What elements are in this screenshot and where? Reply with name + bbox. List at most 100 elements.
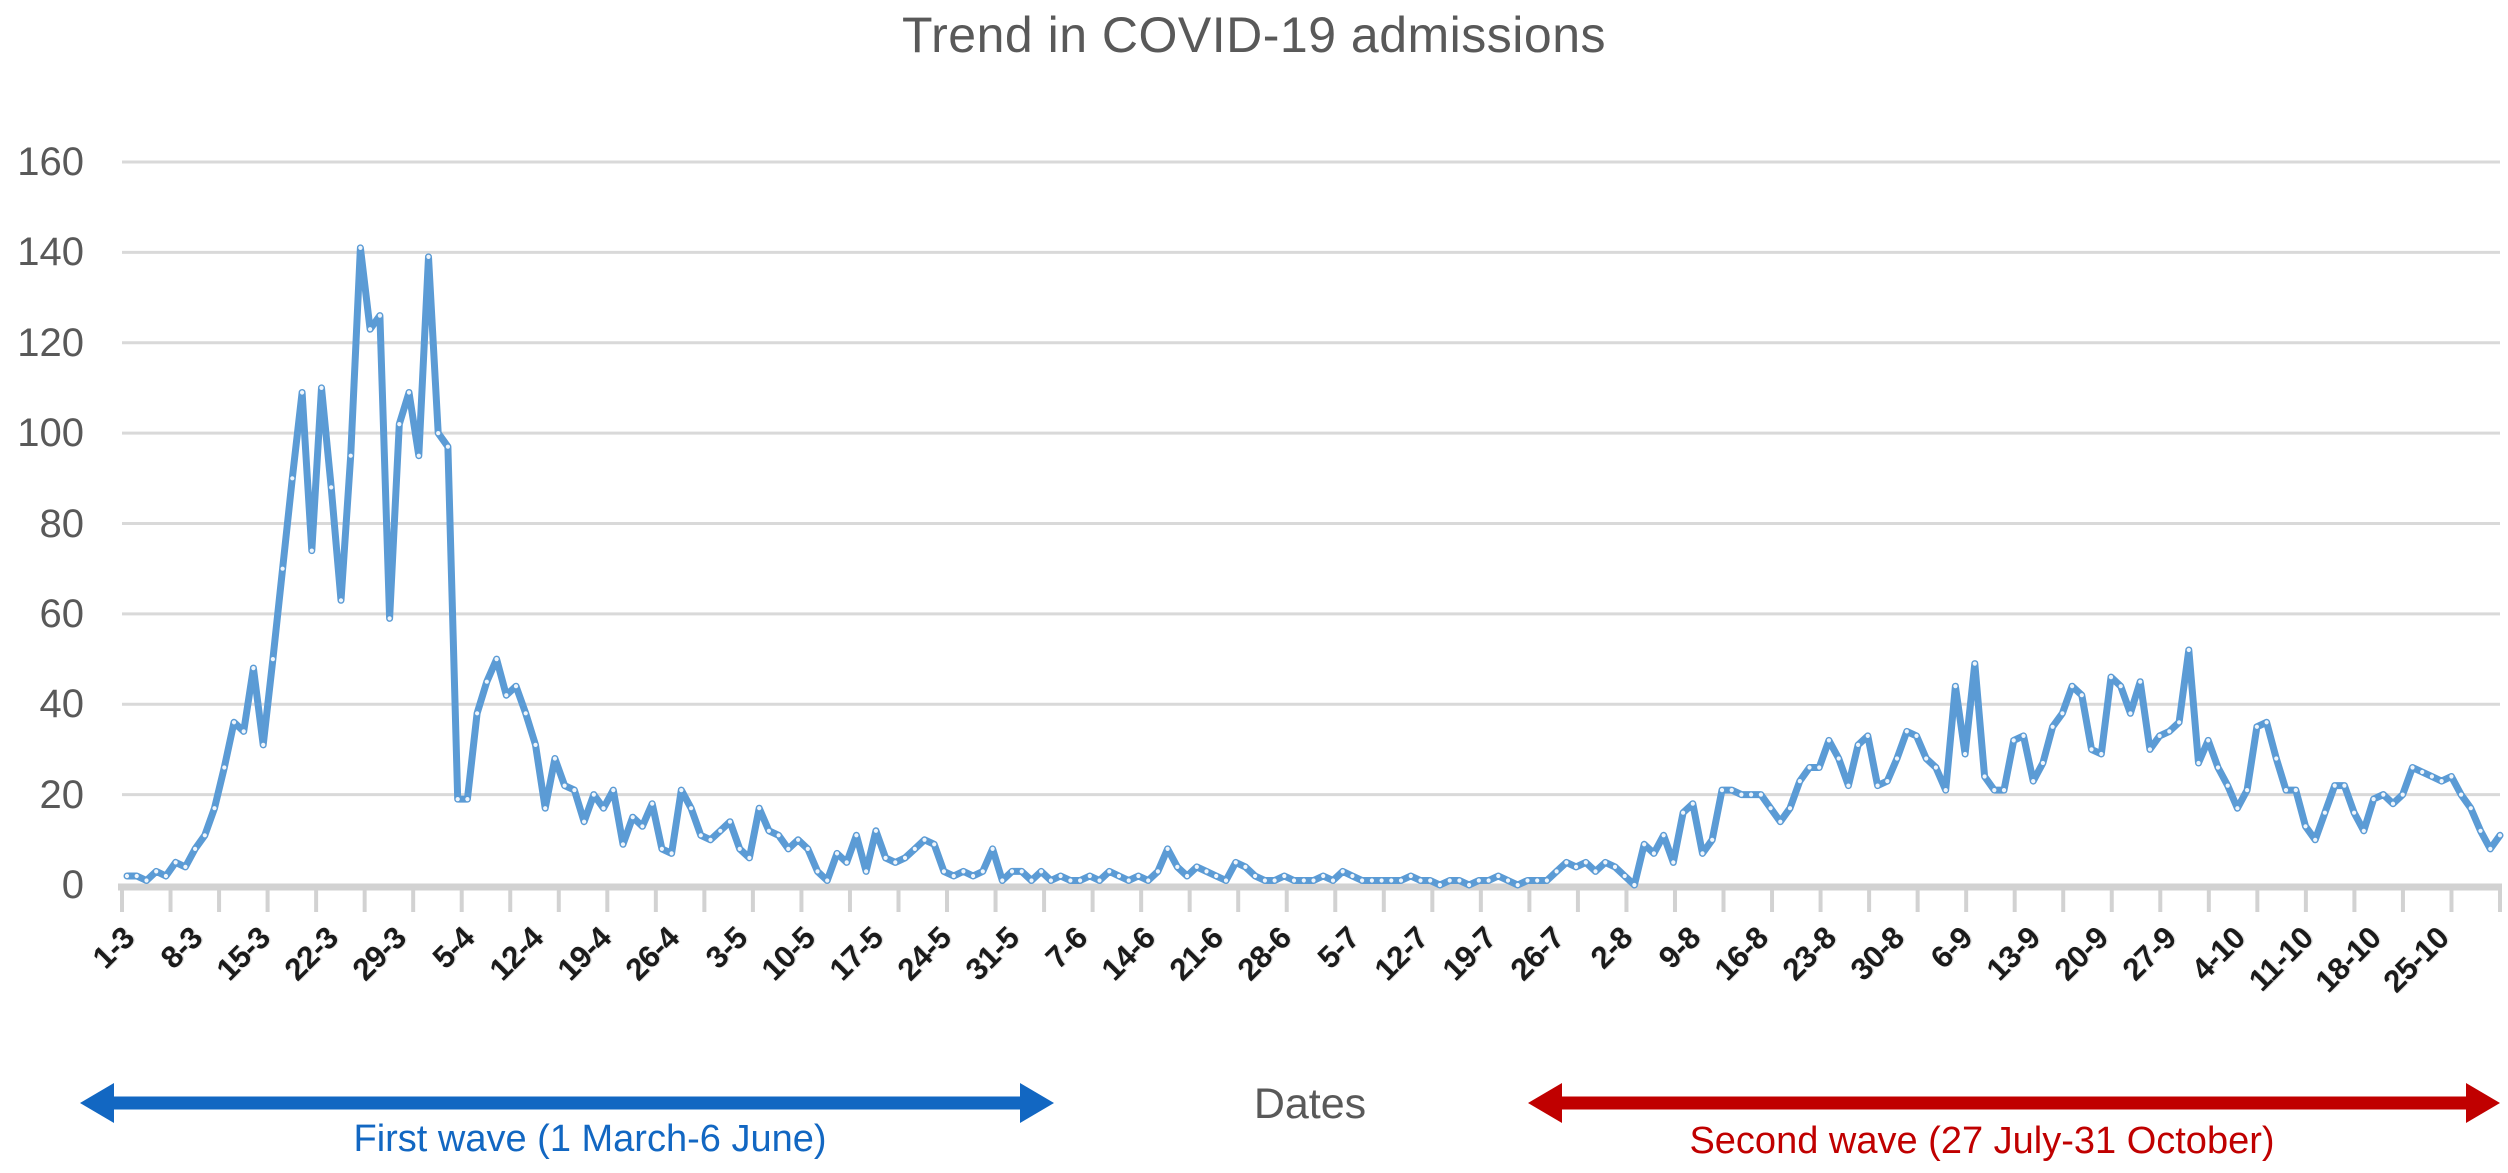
data-point-marker: [2011, 738, 2016, 743]
data-point-marker: [2070, 684, 2075, 689]
data-point-marker: [1204, 869, 1209, 874]
data-point-marker: [1807, 765, 1812, 770]
data-point-marker: [805, 846, 810, 852]
data-point-marker: [1291, 878, 1297, 883]
data-point-marker: [2352, 810, 2357, 815]
data-point-marker: [2410, 765, 2415, 770]
data-point-marker: [1107, 869, 1112, 874]
data-point-marker: [1116, 873, 1122, 879]
data-point-marker: [591, 792, 596, 797]
data-point-marker: [484, 679, 489, 684]
data-point-marker: [2293, 788, 2298, 793]
data-point-marker: [2138, 679, 2143, 684]
y-axis-label: 80: [39, 501, 85, 546]
data-point-marker: [134, 873, 139, 879]
data-point-marker: [552, 756, 558, 761]
data-point-marker: [1009, 869, 1015, 874]
data-point-marker: [2283, 788, 2289, 793]
data-point-marker: [2167, 729, 2172, 734]
data-point-marker: [873, 828, 879, 833]
data-point-marker: [1642, 842, 1647, 847]
data-point-marker: [2313, 837, 2318, 842]
data-point-marker: [504, 693, 509, 698]
data-point-marker: [2157, 733, 2162, 739]
data-point-marker: [1350, 873, 1355, 879]
data-point-marker: [1340, 869, 1345, 874]
data-point-marker: [2050, 724, 2055, 729]
data-point-marker: [601, 806, 606, 811]
data-point-marker: [941, 869, 947, 874]
data-point-marker: [319, 385, 324, 390]
data-point-marker: [2254, 724, 2259, 729]
data-point-marker: [990, 846, 995, 852]
data-point-marker: [2108, 675, 2114, 680]
data-point-marker: [280, 566, 285, 571]
data-point-marker: [2342, 783, 2347, 788]
data-point-marker: [971, 873, 976, 879]
data-point-marker: [1301, 878, 1306, 883]
y-axis-label: 120: [17, 320, 84, 365]
y-axis-label: 20: [39, 772, 85, 817]
y-axis-label: 0: [61, 863, 84, 907]
data-point-marker: [1467, 882, 1472, 888]
data-point-marker: [2225, 783, 2230, 788]
data-point-marker: [1651, 851, 1656, 856]
data-point-marker: [951, 873, 956, 879]
data-point-marker: [1486, 878, 1491, 883]
data-point-marker: [582, 819, 587, 824]
data-point-marker: [1078, 878, 1083, 883]
data-point-marker: [1622, 873, 1627, 879]
data-point-marker: [406, 390, 412, 395]
data-point-marker: [1505, 878, 1511, 883]
data-point-marker: [2245, 788, 2250, 793]
data-point-marker: [1311, 878, 1316, 883]
data-point-marker: [786, 846, 791, 852]
data-point-marker: [1603, 860, 1608, 865]
data-point-marker: [1933, 765, 1938, 770]
data-point-marker: [1126, 878, 1131, 883]
data-point-marker: [1904, 729, 1909, 734]
data-point-marker: [1515, 882, 1520, 888]
data-point-marker: [387, 616, 392, 621]
data-point-marker: [1165, 846, 1170, 852]
data-point-marker: [494, 657, 499, 662]
data-point-marker: [2488, 846, 2493, 852]
data-point-marker: [1992, 788, 1997, 793]
data-point-marker: [231, 720, 237, 725]
data-point-marker: [1048, 878, 1053, 883]
data-point-marker: [1583, 860, 1588, 865]
data-point-marker: [1155, 869, 1160, 874]
data-point-marker: [2303, 824, 2308, 829]
data-point-marker: [543, 806, 548, 811]
data-point-marker: [1914, 733, 1919, 739]
data-point-marker: [776, 833, 781, 838]
data-point-marker: [163, 873, 168, 879]
data-point-marker: [1214, 873, 1219, 879]
data-point-marker: [640, 824, 645, 829]
data-point-marker: [611, 788, 616, 793]
data-point-marker: [1039, 869, 1044, 874]
data-point-marker: [864, 869, 869, 874]
data-point-marker: [2429, 774, 2434, 779]
first-wave-arrow: [80, 1083, 1054, 1123]
data-point-marker: [737, 846, 742, 852]
data-point-marker: [358, 245, 363, 250]
x-axis-title: Dates: [1253, 1080, 1367, 1128]
data-point-marker: [1146, 878, 1151, 883]
data-point-marker: [309, 548, 314, 553]
data-point-marker: [2274, 756, 2279, 761]
data-point-marker: [572, 788, 577, 793]
data-point-marker: [2459, 792, 2464, 797]
data-point-marker: [1836, 756, 1841, 761]
data-point-marker: [290, 476, 295, 481]
data-point-marker: [1496, 873, 1501, 879]
data-point-marker: [1360, 878, 1365, 883]
data-point-marker: [1525, 878, 1530, 883]
data-point-marker: [1564, 860, 1569, 865]
data-point-marker: [1136, 873, 1141, 879]
data-point-marker: [1719, 788, 1725, 793]
data-point-marker: [1817, 765, 1822, 770]
data-point-marker: [1389, 878, 1394, 883]
data-point-marker: [708, 837, 713, 842]
